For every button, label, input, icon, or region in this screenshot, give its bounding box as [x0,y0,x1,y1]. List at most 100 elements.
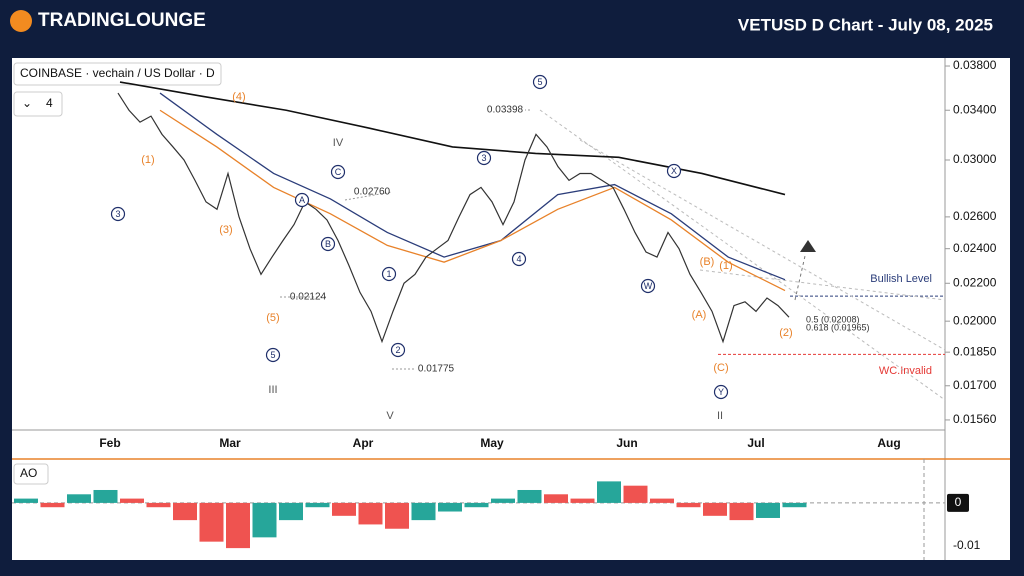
ao-bar [438,502,462,512]
tick-badge [947,493,969,512]
ao-bar [729,502,754,521]
legend: COINBASE · vechain / US Dollar · D [20,66,215,80]
circled-label: 4 [516,254,521,264]
y-tick-label: 0.02600 [953,209,997,223]
ao-bar [40,502,65,508]
wave-circle [110,206,126,222]
target-arrow [800,240,816,252]
x-tick-label: Jun [616,436,637,450]
ao-bar [93,489,118,503]
logo-icon [10,10,32,32]
wave-circle [381,266,397,282]
wave-circle [640,278,656,294]
ao-bar [544,494,568,503]
wave-circle [666,163,682,179]
indicator-toggle[interactable] [13,91,63,117]
y-tick-label: 0.01850 [953,344,997,358]
roman-label: II [717,410,723,422]
y-tick-label: 0.03400 [953,102,997,116]
wave-label: (3) [219,224,232,236]
moving-average [159,92,786,281]
ao-bar [67,494,91,503]
ao-bar [703,502,727,516]
ao-bar [676,502,701,508]
wave-label: (C) [713,362,728,374]
ao-bar [385,502,409,529]
ao-bar [517,489,542,503]
y-tick-label: 0.02200 [953,275,997,289]
wave-circle [294,192,310,208]
ao-bar [252,502,277,538]
ao-bar [782,502,807,508]
ao-bar [650,498,674,503]
fib-label: 0.618 (0.01965) [806,322,870,332]
ao-bar [756,502,780,518]
circled-label: 3 [115,209,120,219]
roman-label: IV [333,137,344,149]
ao-bar [199,502,224,542]
ao-bar [411,502,436,521]
projection [794,255,806,301]
circled-label: W [644,281,653,291]
x-tick-label: Feb [99,436,120,450]
ao-bar [570,498,595,503]
ao-bar [226,502,250,549]
wave-circle [320,236,336,252]
title: VETUSD D Chart - July 08, 2025 [738,15,993,34]
y-tick-label: 0.03000 [953,152,997,166]
circled-label: C [335,167,342,177]
ao-bar [332,502,356,516]
circled-label: 3 [481,153,486,163]
circled-label: 5 [537,77,542,87]
x-tick-label: Jul [747,436,764,450]
circled-label: A [299,195,305,205]
y-tick-label: 0.02400 [953,241,997,255]
wave-label: (2) [779,327,792,339]
ao-bar [14,498,38,503]
toggle-arrow: ⌄ [22,96,32,110]
channel [579,139,946,351]
ao-bar [464,502,489,508]
y-tick-label: 0.02000 [953,313,997,327]
ao-bar [305,502,330,508]
wave-label: (5) [266,312,279,324]
ao-bar [491,498,515,503]
x-tick-label: Aug [877,436,900,450]
wave-circle [265,347,281,363]
wave-label: (A) [692,309,707,321]
ao-legend-box [13,463,49,485]
wave-label: (B) [700,256,715,268]
x-tick-label: Mar [219,436,241,450]
circled-label: 2 [395,345,400,355]
moving-average [159,109,786,292]
ao-bar [173,502,197,521]
price-label: 0.03398 [487,105,524,116]
wave-circle [532,74,548,90]
ao-bar [120,498,144,503]
y-tick-label: 0.01560 [953,412,997,426]
circled-label: Y [718,387,724,397]
indicator-count: 4 [46,96,53,110]
ao-bar [279,502,303,521]
circled-label: 5 [270,350,275,360]
wave-label: (4) [232,91,245,103]
y-tick-label: 0 [955,495,962,509]
price-label: 0.01775 [418,364,455,375]
price-label: 0.02124 [290,292,327,303]
ao-bar [146,502,171,508]
wave-circle [713,384,729,400]
roman-label: III [268,384,277,396]
wave-label: (1) [141,154,154,166]
y-tick-label: 0.01700 [953,378,997,392]
ao-bar [623,485,648,503]
ao-legend: AO [20,466,37,480]
level-label: WC.Invalid [879,365,932,377]
price-line [117,92,790,344]
channel [699,269,946,301]
circled-label: 1 [386,269,391,279]
fib-label: 0.5 (0.02008) [806,314,860,324]
wave-circle [390,342,406,358]
wave-circle [511,251,527,267]
